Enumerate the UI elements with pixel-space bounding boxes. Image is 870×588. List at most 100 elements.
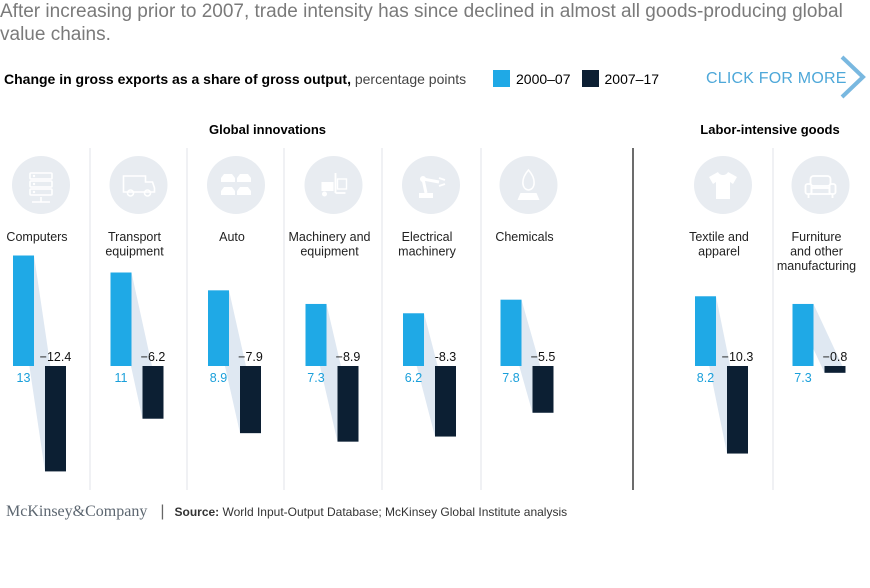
robot-joint (420, 176, 426, 182)
category-label-line: apparel (698, 245, 740, 259)
truck-wheel (126, 189, 135, 197)
bar-2000-07 (792, 303, 814, 366)
forklift-icon (321, 173, 348, 197)
category-label-line: Furniture (791, 230, 841, 244)
server-icon (29, 172, 53, 203)
bar-2007-17 (727, 366, 748, 454)
value-label-2000-07: 13 (17, 371, 31, 385)
value-label-2000-07: 7.3 (307, 371, 324, 385)
category-label: Transport equipment (105, 230, 164, 259)
server-led (32, 174, 36, 178)
category-label-line: Transport (108, 230, 162, 244)
value-label-2000-07: 8.9 (210, 371, 227, 385)
value-label-2007-17: −12.4 (40, 350, 72, 364)
server-led (32, 182, 36, 186)
icon-circle (791, 156, 850, 214)
robot-gripper (438, 177, 446, 187)
panel-auto: Auto 8.9 −7.9 (207, 156, 265, 434)
icon-circle (402, 156, 460, 214)
legend-label-2007-17: 2007–17 (604, 70, 660, 87)
server-slot (29, 180, 53, 188)
value-label-2000-07: 7.8 (502, 371, 519, 385)
robot-base (419, 193, 433, 198)
legend-swatch-2007-17 (581, 70, 599, 87)
value-label-2007-17: −10.3 (722, 350, 754, 364)
category-label: Auto (219, 230, 245, 244)
bar-2000-07 (208, 290, 229, 366)
value-label-2000-07: 11 (115, 371, 128, 385)
flask-icon (517, 168, 540, 200)
truck-icon (122, 175, 156, 197)
category-label-line: Machinery and (289, 230, 371, 244)
icon-circle (109, 156, 168, 214)
bar-2000-07 (500, 299, 522, 366)
armchair-icon (804, 175, 837, 198)
group-title-labor-intensive-goods: Labor-intensive goods (700, 122, 840, 137)
car-shape (221, 174, 235, 182)
category-label-line: Electrical (402, 230, 453, 244)
category-label: Machinery and equipment (289, 230, 371, 259)
legend: 2000–07 2007–17 (493, 70, 670, 87)
source-label: Source: (174, 505, 220, 519)
category-label-line: equipment (300, 245, 359, 259)
server-led (32, 190, 36, 194)
bar-2007-17 (240, 366, 261, 434)
chair-seat (810, 187, 831, 195)
category-label-line: Textile and (689, 230, 749, 244)
flask-base (517, 193, 540, 200)
car-shape (237, 174, 251, 182)
chair-back (809, 175, 832, 187)
bar-2007-17 (435, 366, 456, 437)
value-label-2007-17: −0.8 (823, 350, 848, 364)
bar-2000-07 (695, 296, 716, 366)
bar-2000-07 (13, 255, 34, 366)
forklift-wheel (322, 191, 327, 197)
forklift-body (321, 182, 334, 191)
legend-item-2007-17: 2007–17 (581, 70, 660, 87)
chart-headline: After increasing prior to 2007, trade in… (0, 1, 843, 45)
value-label-2000-07: 8.2 (697, 371, 714, 385)
footer: McKinsey&Company | Source: World Input-O… (6, 503, 567, 521)
value-label-2007-17: −8.9 (336, 350, 361, 364)
truck-body (122, 175, 156, 193)
value-label-2000-07: 6.2 (405, 371, 422, 385)
panel-transport-equipment: Transport equipment 11 −6.2 (105, 156, 168, 419)
source-note: Source: World Input-Output Database; McK… (174, 505, 567, 519)
chevron-right-icon[interactable] (838, 54, 868, 100)
panel-computers: Computers 13 −12.4 (6, 156, 72, 472)
category-label: Chemicals (495, 230, 553, 244)
panel-furniture-and-other-manufacturing: Furniture and other manufacturing 7.3 −0.8 (777, 156, 856, 385)
category-label-line: machinery (398, 245, 456, 259)
bar-2007-17 (532, 366, 554, 413)
icon-circle (207, 156, 265, 214)
legend-item-2000-07: 2000–07 (493, 70, 571, 87)
forklift-box (336, 178, 348, 190)
category-label-line: and other (790, 245, 843, 259)
panel-textile-and-apparel: Textile and apparel 8.2 −10.3 (689, 156, 753, 454)
bar-2007-17 (142, 366, 164, 419)
tshirt-shape (709, 172, 737, 199)
category-label-line: equipment (105, 245, 164, 259)
truck-wheel (143, 189, 152, 197)
flame-shape (522, 168, 535, 191)
category-label-line: Chemicals (495, 230, 553, 244)
value-label-2007-17: −6.2 (141, 350, 166, 364)
robot-arm-icon (419, 176, 446, 198)
bar-2000-07 (110, 272, 132, 366)
source-text: World Input-Output Database; McKinsey Gl… (222, 505, 568, 519)
icon-circle (12, 156, 70, 214)
category-label-line: manufacturing (777, 259, 856, 273)
panel-machinery-and-equipment: Machinery and equipment 7.3 −8.9 (289, 156, 371, 442)
car-shape (237, 187, 251, 195)
server-slot (29, 172, 53, 180)
mckinsey-logo: McKinsey&Company (6, 503, 148, 520)
group-title-global-innovations: Global innovations (208, 122, 326, 137)
cars-icon (221, 174, 251, 195)
bar-2007-17 (337, 366, 359, 442)
click-for-more-link[interactable]: CLICK FOR MORE (706, 70, 847, 87)
legend-swatch-2000-07 (493, 70, 510, 87)
value-label-2000-07: 7.3 (794, 371, 811, 385)
category-label-line: Auto (219, 230, 245, 244)
category-label: Textile and apparel (689, 230, 749, 259)
panel-electrical-machinery: Electrical machinery 6.2 -8.3 (398, 156, 460, 437)
